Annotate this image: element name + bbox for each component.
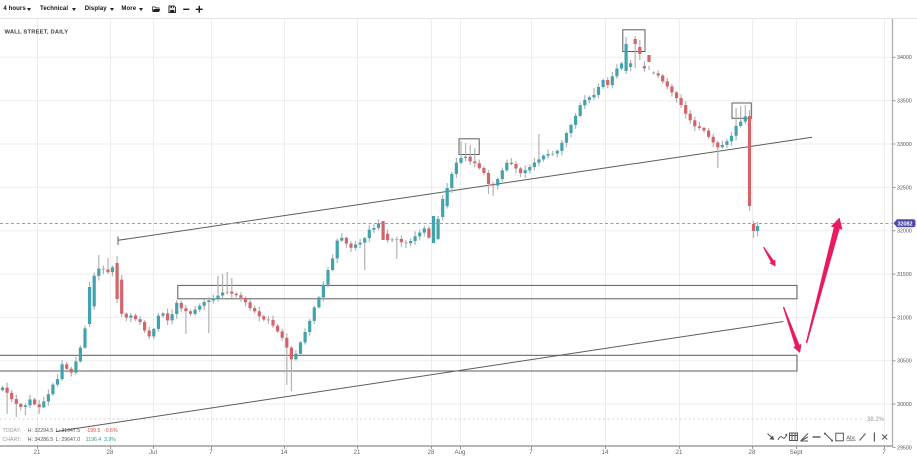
svg-text:30500: 30500 [897,359,912,365]
svg-text:Sept: Sept [790,449,803,456]
svg-text:31000: 31000 [897,315,912,321]
svg-text:28: 28 [107,449,114,456]
svg-text:1196.4: 1196.4 [86,437,102,443]
svg-text:7: 7 [529,449,533,456]
svg-text:CHART:: CHART: [3,437,22,443]
svg-text:L: 29647.0: L: 29647.0 [56,437,81,443]
svg-text:TODAY:: TODAY: [3,428,22,434]
svg-text:21: 21 [676,449,683,456]
svg-text:3.9%: 3.9% [104,437,116,443]
svg-text:28: 28 [428,449,435,456]
svg-text:28: 28 [749,449,756,456]
svg-text:Abc: Abc [846,436,856,442]
svg-text:Aug: Aug [454,449,466,456]
svg-text:L: 31947.5: L: 31947.5 [56,428,81,434]
svg-text:32500: 32500 [897,185,912,191]
svg-text:34000: 34000 [897,55,912,61]
svg-text:WALL STREET, DAILY: WALL STREET, DAILY [5,30,69,36]
svg-text:7: 7 [209,449,213,456]
svg-text:30000: 30000 [897,402,912,408]
svg-text:31500: 31500 [897,272,912,278]
svg-text:H: 34286.5: H: 34286.5 [28,437,53,443]
svg-text:21: 21 [34,449,41,456]
svg-text:33500: 33500 [897,99,912,105]
svg-text:33000: 33000 [897,142,912,148]
svg-text:7: 7 [882,449,886,456]
svg-text:29500: 29500 [897,445,912,451]
svg-text:14: 14 [281,449,288,456]
svg-text:-199.5: -199.5 [86,428,101,434]
svg-text:32000: 32000 [897,229,912,235]
svg-text:H: 32294.5: H: 32294.5 [28,428,53,434]
svg-text:14: 14 [602,449,609,456]
svg-text:-0.6%: -0.6% [104,428,118,434]
svg-text:38.2%: 38.2% [867,417,885,423]
svg-text:32082: 32082 [898,221,913,227]
svg-text:21: 21 [354,449,361,456]
svg-text:Jul: Jul [149,449,157,456]
